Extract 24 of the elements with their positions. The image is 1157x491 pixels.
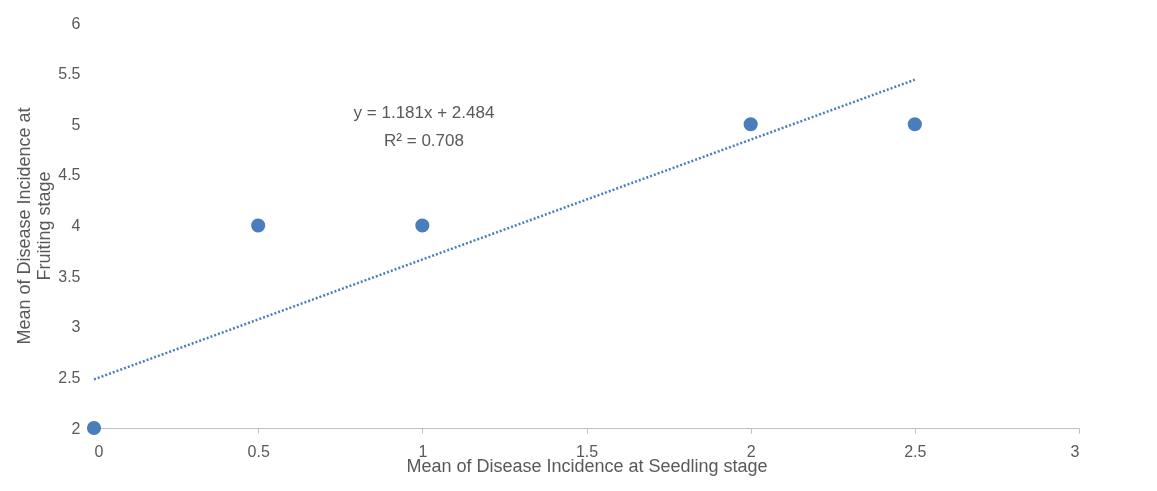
x-tick-label: 2.5: [904, 442, 927, 460]
point: [86, 420, 102, 436]
annotation: R² = 0.708: [384, 131, 464, 150]
x-tick-label: 0: [94, 442, 104, 460]
y-tick-label: 5.5: [58, 65, 81, 83]
point: [251, 218, 266, 233]
y-tick-label: 2: [71, 419, 81, 437]
point: [743, 117, 758, 132]
point: [907, 117, 922, 132]
y-tick-label: 2.5: [58, 368, 81, 386]
x-tick-label: 2: [746, 442, 756, 460]
point: [415, 218, 430, 233]
x-tick-label: 3: [1070, 442, 1080, 460]
y-tick-label: 4.5: [58, 166, 81, 184]
y-tick-label: 6: [71, 14, 81, 32]
y-tick-label: 3: [71, 318, 81, 336]
y-tick-label: 3.5: [58, 267, 81, 285]
x-tick-label: 1: [418, 442, 428, 460]
y-tick-label: 4: [71, 217, 81, 234]
annotation: y = 1.181x + 2.484: [353, 103, 495, 122]
x-tick-label: 0.5: [247, 442, 270, 460]
y-tick-label: 5: [71, 115, 81, 133]
x-tick-label: 1.5: [575, 442, 599, 460]
y-axis-title: Mean of Disease Incidence at Fruiting stage: [14, 107, 55, 345]
